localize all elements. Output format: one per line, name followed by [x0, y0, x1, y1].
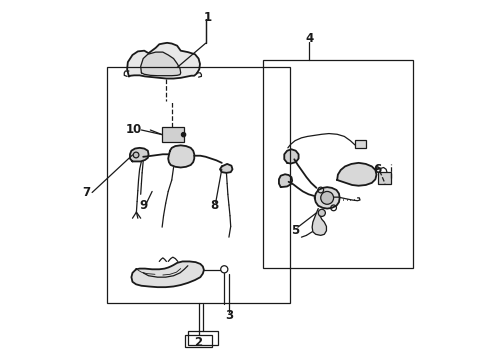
Text: 2: 2 [195, 336, 203, 349]
Bar [107, 67, 290, 303]
Text: 10: 10 [126, 123, 143, 136]
Polygon shape [220, 164, 232, 173]
Bar [185, 335, 213, 347]
Bar [355, 140, 366, 148]
Bar [263, 60, 413, 267]
Bar [378, 172, 392, 184]
Polygon shape [127, 43, 200, 78]
Polygon shape [131, 261, 204, 287]
Polygon shape [337, 163, 376, 186]
Circle shape [318, 209, 325, 216]
Text: 9: 9 [139, 198, 147, 212]
Polygon shape [141, 52, 181, 76]
Polygon shape [130, 148, 148, 161]
Bar [188, 331, 218, 345]
Text: 5: 5 [291, 224, 299, 237]
Text: 8: 8 [211, 198, 219, 212]
Polygon shape [284, 149, 298, 163]
Polygon shape [315, 187, 340, 208]
Text: 4: 4 [305, 32, 314, 45]
Circle shape [181, 132, 186, 137]
Circle shape [321, 192, 334, 204]
Polygon shape [168, 145, 194, 167]
Bar [162, 127, 184, 143]
Text: 7: 7 [82, 186, 90, 199]
Circle shape [133, 152, 139, 158]
Text: 1: 1 [203, 11, 212, 24]
Text: 6: 6 [373, 163, 381, 176]
Polygon shape [312, 208, 326, 235]
Text: 3: 3 [225, 309, 233, 322]
Polygon shape [279, 174, 292, 187]
